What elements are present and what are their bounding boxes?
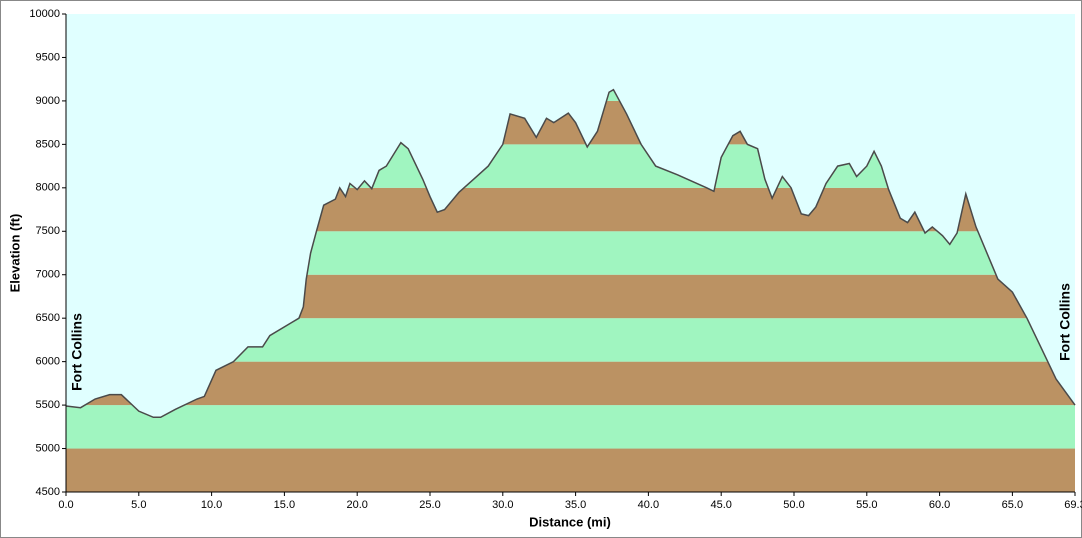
- y-tick-label: 6500: [36, 312, 60, 324]
- y-tick-label: 8000: [36, 182, 60, 194]
- annotation: Fort Collins: [69, 313, 85, 391]
- y-tick-label: 5500: [36, 399, 60, 411]
- y-tick-label: 4500: [36, 486, 60, 498]
- x-tick-label: 20.0: [346, 499, 367, 511]
- x-tick-label: 15.0: [274, 499, 295, 511]
- x-tick-label: 25.0: [419, 499, 440, 511]
- x-tick-label: 0.0: [58, 499, 73, 511]
- x-tick-label: 55.0: [856, 499, 877, 511]
- profile-line: [65, 88, 1076, 419]
- y-tick-label: 8500: [36, 138, 60, 150]
- y-tick-label: 7500: [36, 225, 60, 237]
- x-tick-label: 60.0: [929, 499, 950, 511]
- x-tick-label: 35.0: [565, 499, 586, 511]
- elevation-band: [66, 361, 1075, 406]
- elevation-band: [66, 405, 1075, 449]
- x-tick-label: 40.0: [638, 499, 659, 511]
- annotation: Fort Collins: [1057, 283, 1073, 361]
- y-tick-label: 9500: [36, 51, 60, 63]
- y-axis-title: Elevation (ft): [7, 214, 22, 293]
- y-tick-label: 6000: [36, 356, 60, 368]
- x-tick-label: 30.0: [492, 499, 513, 511]
- x-tick-label: 45.0: [710, 499, 731, 511]
- y-tick-label: 5000: [36, 442, 60, 454]
- x-tick-label: 5.0: [131, 499, 146, 511]
- x-tick-label: 10.0: [201, 499, 222, 511]
- x-tick-label: 69.3: [1064, 499, 1082, 511]
- y-tick-label: 10000: [29, 8, 60, 20]
- y-tick-label: 9000: [36, 95, 60, 107]
- x-tick-label: 50.0: [783, 499, 804, 511]
- x-tick-label: 65.0: [1002, 499, 1023, 511]
- x-axis-title: Distance (mi): [529, 514, 611, 529]
- y-tick-label: 7000: [36, 269, 60, 281]
- elevation-band: [66, 448, 1075, 492]
